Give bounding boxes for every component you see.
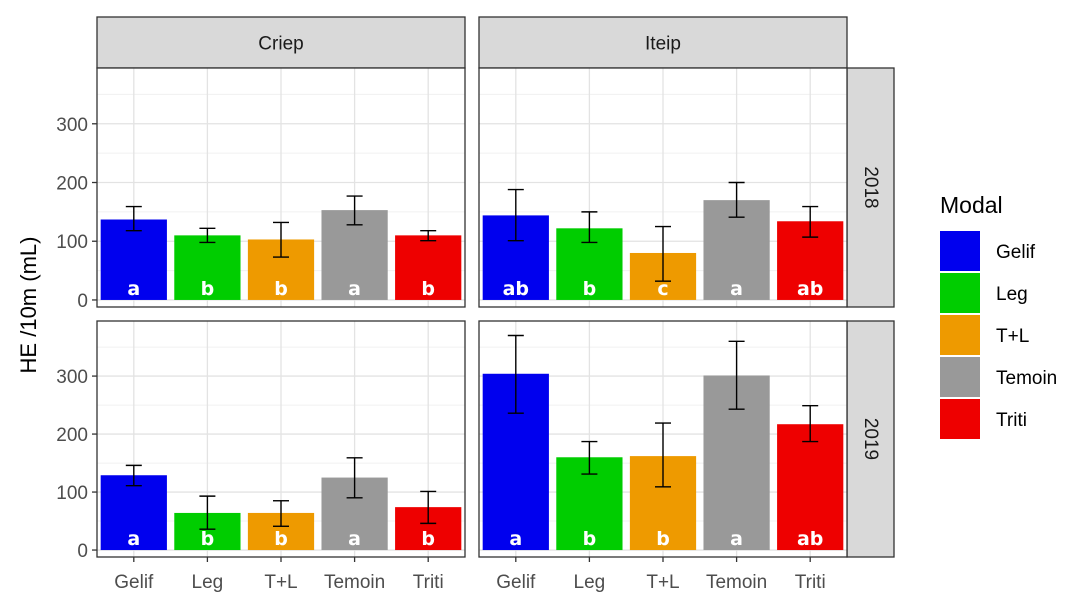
errorbar-temoin (728, 181, 745, 218)
legend-label-triti: Triti (996, 410, 1027, 431)
significance-letter: ab (503, 278, 529, 300)
strip-criep (96, 16, 466, 69)
x-tick-label: Triti (795, 572, 826, 593)
y-tick-label: 300 (56, 115, 88, 136)
significance-letter: a (348, 528, 361, 550)
x-tick-label: Leg (192, 572, 224, 593)
errorbar-leg (199, 227, 216, 244)
panel-criep-2019: a b b a b 0 100 200 300 Gelif Leg T+L Temoin Triti (56, 320, 466, 593)
errorbar-temoin (728, 340, 745, 410)
panel-iteip-2018-border (478, 67, 848, 308)
errorbar-triti (802, 404, 819, 443)
errorbar-triti (802, 205, 819, 238)
legend-label-gelif: Gelif (996, 242, 1036, 263)
strip-label-2019: 2019 (860, 418, 881, 460)
bar-leg (174, 235, 241, 300)
significance-letter: a (348, 278, 361, 300)
y-tick-label: 200 (56, 174, 88, 195)
significance-letter: b (656, 528, 670, 550)
bar-triti (395, 235, 462, 300)
bar-gelif (100, 219, 167, 300)
errorbar-gelif (125, 205, 142, 232)
significance-letter: b (583, 528, 597, 550)
strip-label-2018: 2018 (860, 166, 881, 208)
strip-2018 (846, 67, 895, 308)
panel-iteip-2018: ab b c a ab (478, 67, 848, 308)
significance-letter: b (274, 528, 288, 550)
errorbar-t-l (655, 225, 671, 282)
x-tick-label: Gelif (114, 572, 154, 593)
errorbar-leg (581, 211, 598, 244)
y-axis-title: HE /10m (mL) (16, 237, 41, 374)
legend-label-leg: Leg (996, 284, 1028, 305)
significance-letter: b (201, 278, 215, 300)
x-tick-label: T+L (646, 572, 679, 593)
significance-letter: a (509, 528, 522, 550)
significance-letter: b (421, 528, 435, 550)
y-tick-label: 0 (77, 541, 88, 562)
legend-swatch-leg (940, 273, 980, 313)
x-tick-label: Gelif (496, 572, 536, 593)
errorbar-t-l (273, 500, 289, 527)
panel-criep-2018-border (96, 67, 466, 308)
strip-label-criep: Criep (258, 34, 303, 55)
strip-label-iteip: Iteip (645, 34, 681, 55)
x-tick-label: Triti (413, 572, 444, 593)
significance-letter: b (274, 278, 288, 300)
legend-label-temoin: Temoin (996, 368, 1057, 389)
errorbar-t-l (655, 422, 671, 488)
errorbar-t-l (273, 221, 289, 258)
errorbar-gelif (507, 334, 524, 414)
errorbar-temoin (346, 195, 363, 226)
y-tick-label: 100 (56, 232, 88, 253)
y-tick-label: 300 (56, 367, 88, 388)
x-tick-label: Temoin (324, 572, 385, 593)
strip-2019 (846, 320, 895, 558)
errorbar-triti (420, 490, 437, 525)
y-tick-label: 100 (56, 483, 88, 504)
legend-swatch-t-l (940, 315, 980, 355)
y-tick-label: 0 (77, 291, 88, 312)
legend-title: Modal (940, 192, 1003, 218)
errorbar-leg (581, 440, 598, 475)
x-tick-label: Leg (574, 572, 606, 593)
legend-swatch-gelif (940, 231, 980, 271)
bar-gelif (100, 475, 167, 551)
errorbar-temoin (346, 457, 363, 499)
legend-swatch-triti (940, 399, 980, 439)
significance-letter: b (583, 278, 597, 300)
errorbar-gelif (507, 188, 524, 242)
errorbar-leg (199, 495, 216, 530)
significance-letter: a (730, 278, 743, 300)
bar-triti (777, 424, 844, 551)
errorbar-triti (420, 229, 437, 242)
x-tick-label: T+L (264, 572, 297, 593)
legend-swatch-temoin (940, 357, 980, 397)
strip-iteip (478, 16, 848, 69)
significance-letter: ab (797, 278, 823, 300)
legend: Modal Gelif Leg T+L Temoin Triti (940, 192, 1057, 439)
legend-label-t-l: T+L (996, 326, 1029, 347)
errorbar-gelif (125, 464, 142, 487)
y-tick-label: 200 (56, 425, 88, 446)
significance-letter: ab (797, 528, 823, 550)
significance-letter: a (127, 528, 140, 550)
significance-letter: a (730, 528, 743, 550)
significance-letter: c (657, 278, 668, 300)
panel-criep-2018: a b b a b 0 100 200 300 (56, 67, 466, 312)
significance-letter: b (421, 278, 435, 300)
significance-letter: a (127, 278, 140, 300)
x-tick-label: Temoin (706, 572, 767, 593)
significance-letter: b (201, 528, 215, 550)
